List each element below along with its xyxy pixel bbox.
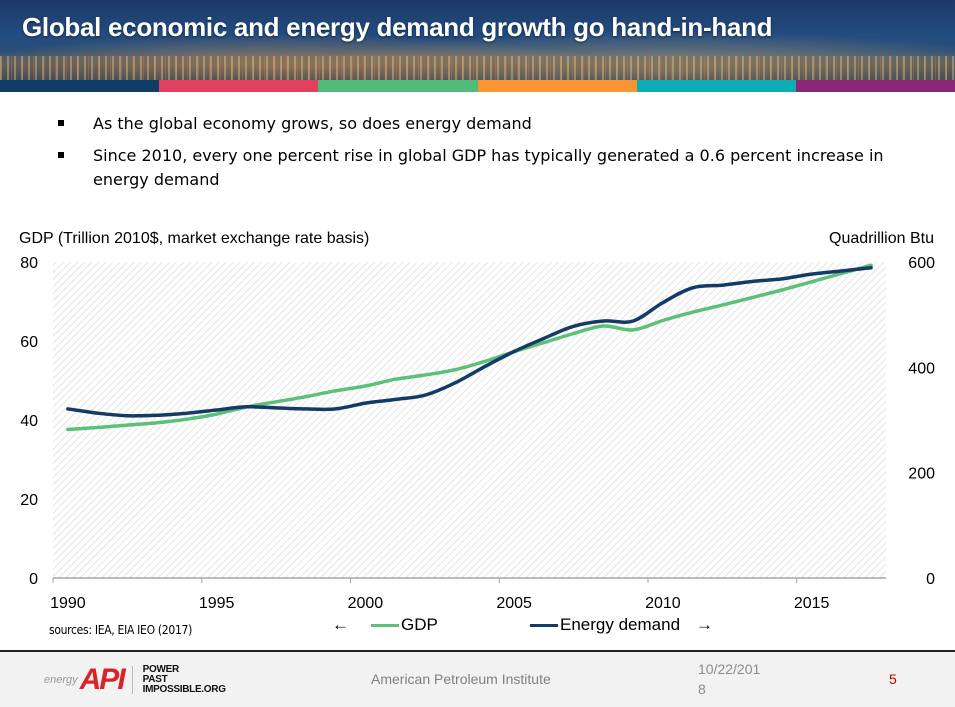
legend-item-gdp: ← GDP [332,615,438,635]
footer-date: 10/22/2018 [698,661,761,697]
slide-title: Global economic and energy demand growth… [22,12,773,42]
right-axis-title: Quadrillion Btu [829,230,934,247]
tagline-line: POWER [142,664,180,675]
y-tick-label: 0 [29,571,38,588]
color-bar-segment [477,80,637,92]
bullet-text: As the global economy grows, so does ene… [93,114,532,133]
series-line-energy-demand [66,266,873,418]
bullet-text: Since 2010, every one percent rise in gl… [93,146,884,189]
line-chart: 0 20 40 60 80 0 200 400 600 1990 1995 2000 2005 2010 2… [20,255,935,612]
y2-tick-label: 400 [908,360,935,377]
logo-divider [131,666,133,694]
tagline-line: IMPOSSIBLE.ORG [142,684,226,695]
bullet-item: As the global economy grows, so does ene… [58,112,928,136]
y-tick-label: 80 [20,255,38,272]
x-tick-label: 2010 [645,595,681,612]
logo-tagline: POWER PAST IMPOSSIBLE.ORG [143,665,226,695]
bullet-list: As the global economy grows, so does ene… [58,112,928,200]
x-tick-label: 1990 [50,595,86,612]
y-tick-label: 40 [20,413,38,430]
x-tick-label: 2000 [348,595,384,612]
city-lights-image [0,56,955,80]
page-number: 5 [889,671,897,687]
logo-energy-text: energy [44,674,78,686]
api-logo: energy API POWER PAST IMPOSSIBLE.ORG [44,665,226,695]
logo-api-text: API [79,663,126,696]
y2-tick-label: 200 [908,466,935,483]
left-axis-title: GDP (Trillion 2010$, market exchange rat… [19,230,370,247]
legend-swatch-gdp [371,623,399,627]
color-bar-segment [795,80,955,92]
legend-label-gdp: GDP [401,615,438,634]
right-arrow-icon: → [696,615,714,634]
y-tick-label: 60 [20,334,38,351]
color-bar-segment [0,80,160,92]
color-bar-segment [159,80,319,92]
bullet-item: Since 2010, every one percent rise in gl… [58,144,928,192]
y2-tick-label: 0 [926,571,935,588]
x-tick-label: 2015 [794,595,830,612]
legend-item-energy: Energy demand → [530,615,713,635]
title-banner: Global economic and energy demand growth… [0,0,955,80]
color-bar-segment [318,80,478,92]
legend-label-energy: Energy demand [560,615,681,634]
tagline-line: PAST [142,674,168,685]
y-tick-label: 20 [20,492,38,509]
color-bar-segment [636,80,796,92]
sources-note: sources: IEA, EIA IEO (2017) [49,623,192,637]
y2-tick-label: 600 [908,255,935,272]
x-tick-label: 1995 [199,595,235,612]
color-bar [0,80,955,92]
series-line-gdp [66,263,873,432]
bullet-square-icon [58,120,64,126]
left-arrow-icon: ← [332,615,349,634]
footer-organization: American Petroleum Institute [371,671,551,687]
legend-swatch-energy [530,623,558,627]
slide-footer: energy API POWER PAST IMPOSSIBLE.ORG Ame… [0,650,955,707]
bullet-square-icon [58,152,64,158]
x-tick-label: 2005 [496,595,532,612]
